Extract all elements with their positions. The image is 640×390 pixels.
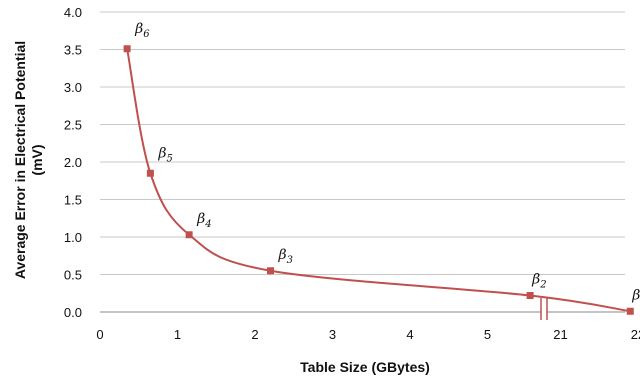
- y-axis-title-line2: (mV): [29, 144, 45, 175]
- data-point-beta-4: [185, 231, 193, 239]
- x-tick-label: 4: [406, 327, 413, 342]
- data-point-beta-6: [123, 45, 131, 53]
- y-tick-label: 3.5: [64, 43, 82, 58]
- data-point-beta-2: [526, 292, 534, 299]
- point-label-beta-1: β1: [631, 287, 640, 306]
- point-label-beta-5: β5: [157, 145, 172, 164]
- x-tick-label: 22: [631, 327, 640, 342]
- y-tick-label: 4.0: [64, 5, 82, 20]
- y-tick-labels: 0.0 0.5 1.0 1.5 2.0 2.5 3.0 3.5 4.0: [64, 5, 82, 320]
- x-tick-labels: 0 1 2 3 4 5 21 22: [96, 327, 640, 342]
- x-tick-label: 3: [329, 327, 336, 342]
- x-tick-label: 2: [251, 327, 258, 342]
- gridlines: [100, 11, 625, 275]
- point-label-beta-4: β4: [196, 211, 211, 230]
- x-tick-label: 1: [174, 327, 181, 342]
- data-point-beta-3: [267, 267, 274, 275]
- series-line: [126, 48, 631, 313]
- point-label-beta-3: β3: [278, 247, 293, 266]
- point-label-beta-6: β6: [134, 21, 150, 40]
- y-tick-label: 1.5: [64, 193, 82, 208]
- data-point-beta-1: [626, 307, 634, 315]
- x-axis-title: Table Size (GBytes): [300, 359, 430, 375]
- y-axis-title-line1: Average Error in Electrical Potential: [12, 41, 28, 279]
- y-tick-label: 3.0: [64, 80, 82, 95]
- y-tick-label: 0.5: [64, 268, 82, 283]
- x-axis-break: [540, 298, 548, 320]
- y-tick-label: 0.0: [64, 305, 82, 320]
- y-tick-label: 2.0: [64, 155, 82, 170]
- x-tick-label: 21: [553, 327, 567, 342]
- break-gap: [541, 298, 547, 320]
- y-tick-label: 2.5: [64, 118, 82, 133]
- data-points: [123, 45, 634, 315]
- data-point-beta-5: [146, 169, 154, 177]
- x-tick-label: 5: [484, 327, 491, 342]
- y-tick-label: 1.0: [64, 230, 82, 245]
- x-tick-label: 0: [96, 327, 103, 342]
- point-labels: β6β5β4β3β2β1: [134, 21, 640, 307]
